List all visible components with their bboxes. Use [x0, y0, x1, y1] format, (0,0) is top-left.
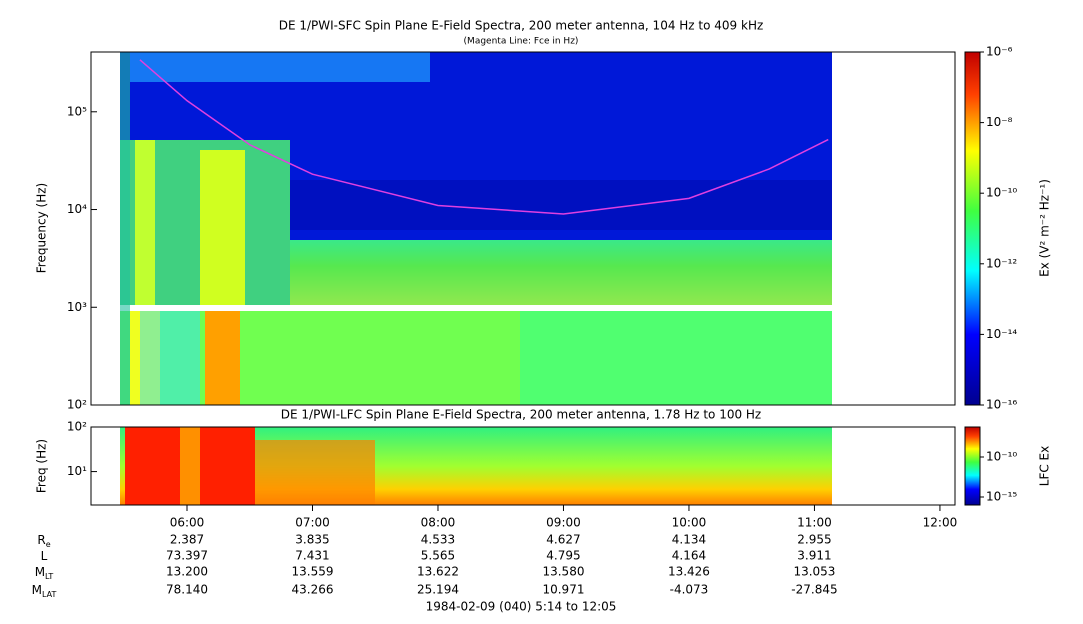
ephemeris-sub: LT [45, 572, 53, 581]
ephemeris-label: Re [37, 533, 50, 549]
plot-frame [90, 51, 956, 406]
ephemeris-value: 4.134 [672, 533, 706, 547]
colorbar-tick-label: 10⁻¹⁵ [986, 489, 1017, 503]
x-tick-label: 12:00 [923, 516, 958, 530]
colorbar [964, 426, 981, 506]
y-tick-label: 10³ [67, 300, 87, 314]
colorbar-tick-label: 10⁻¹⁰ [986, 186, 1017, 200]
ephemeris-sub: LAT [42, 590, 56, 599]
ephemeris-value: 4.533 [421, 533, 455, 547]
ephemeris-value: 2.955 [797, 533, 831, 547]
ephemeris-value: -4.073 [670, 583, 709, 597]
plot-frame [90, 426, 956, 506]
y-axis-label: Frequency (Hz) [35, 183, 49, 274]
ephemeris-sub: e [46, 540, 51, 549]
ephemeris-value: 4.627 [546, 533, 580, 547]
ephemeris-label: L [41, 549, 48, 563]
ephemeris-value: 4.795 [546, 549, 580, 563]
ephemeris-value: 10.971 [542, 583, 584, 597]
colorbar [964, 51, 981, 406]
ephemeris-value: 5.565 [421, 549, 455, 563]
x-tick-label: 07:00 [295, 516, 330, 530]
y-tick-label: 10² [67, 398, 87, 412]
ephemeris-base: M [32, 583, 42, 597]
y-tick-label: 10⁵ [67, 104, 87, 118]
chart-title: DE 1/PWI-SFC Spin Plane E-Field Spectra,… [279, 19, 764, 33]
ephemeris-value: 73.397 [166, 549, 208, 563]
x-tick-label: 06:00 [170, 516, 205, 530]
ephemeris-value: 3.835 [295, 533, 329, 547]
x-tick-label: 10:00 [672, 516, 707, 530]
ephemeris-value: 13.200 [166, 565, 208, 579]
footer: 1984-02-09 (040) 5:14 to 12:05 [426, 600, 617, 614]
colorbar-label: LFC Ex [1038, 446, 1052, 486]
ephemeris-value: 13.580 [542, 565, 584, 579]
x-tick-label: 08:00 [421, 516, 456, 530]
ephemeris-base: M [35, 565, 45, 579]
chart-subtitle: (Magenta Line: Fce in Hz) [464, 37, 579, 47]
ephemeris-base: L [41, 549, 48, 563]
ephemeris-value: 78.140 [166, 583, 208, 597]
y-tick-label: 10⁴ [67, 202, 87, 216]
ephemeris-value: 2.387 [170, 533, 204, 547]
ephemeris-value: 13.622 [417, 565, 459, 579]
colorbar-tick-label: 10⁻⁸ [986, 115, 1013, 129]
ephemeris-value: 4.164 [672, 549, 706, 563]
x-tick-label: 09:00 [546, 516, 581, 530]
ephemeris-label: MLAT [32, 583, 57, 599]
colorbar-tick-label: 10⁻⁶ [986, 45, 1013, 59]
x-tick-label: 11:00 [797, 516, 832, 530]
ephemeris-value: -27.845 [791, 583, 837, 597]
colorbar-tick-label: 10⁻¹⁰ [986, 449, 1017, 463]
ephemeris-value: 7.431 [295, 549, 329, 563]
y-tick-label: 10² [67, 420, 87, 434]
colorbar-tick-label: 10⁻¹⁴ [986, 327, 1017, 341]
colorbar-tick-label: 10⁻¹² [986, 256, 1017, 270]
colorbar-tick-label: 10⁻¹⁶ [986, 398, 1017, 412]
y-axis-label: Freq (Hz) [35, 439, 49, 493]
ephemeris-value: 13.053 [793, 565, 835, 579]
y-tick-label: 10¹ [67, 464, 87, 478]
chart-title: DE 1/PWI-LFC Spin Plane E-Field Spectra,… [281, 408, 761, 422]
ephemeris-base: R [37, 533, 45, 547]
ephemeris-value: 13.559 [291, 565, 333, 579]
ephemeris-value: 3.911 [797, 549, 831, 563]
ephemeris-value: 25.194 [417, 583, 459, 597]
colorbar-label: Ex (V² m⁻² Hz⁻¹) [1038, 179, 1052, 277]
fce-line [139, 59, 829, 215]
ephemeris-value: 43.266 [291, 583, 333, 597]
ephemeris-label: MLT [35, 565, 54, 581]
ephemeris-value: 13.426 [668, 565, 710, 579]
spectrogram-image [120, 52, 832, 505]
